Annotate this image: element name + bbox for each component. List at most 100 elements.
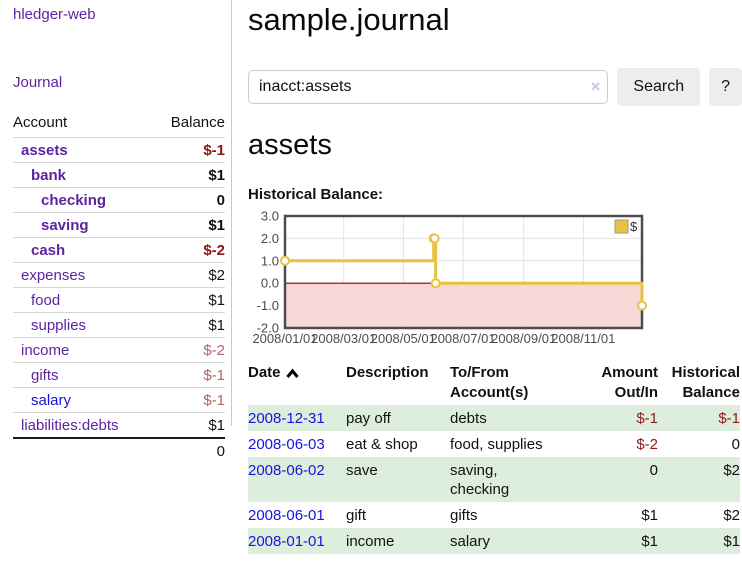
register-row: 2008-06-01 gift gifts $1 $2 xyxy=(248,502,740,528)
sidebar-account-link[interactable]: gifts xyxy=(31,366,59,384)
account-balance: $-2 xyxy=(203,341,225,359)
sidebar-account-link[interactable]: assets xyxy=(21,141,68,159)
account-balance: $1 xyxy=(208,291,225,309)
sidebar-account-link[interactable]: income xyxy=(21,341,70,359)
account-row: income $-2 xyxy=(13,337,225,363)
account-row: bank $1 xyxy=(13,162,225,188)
svg-text:-2.0: -2.0 xyxy=(257,321,279,336)
transaction-description: pay off xyxy=(346,409,391,427)
sidebar-account-link[interactable]: food xyxy=(31,291,61,309)
brand-link[interactable]: hledger-web xyxy=(13,6,96,23)
register-header-date[interactable]: Date xyxy=(248,361,346,405)
transaction-description: income xyxy=(346,532,395,550)
account-row: liabilities:debts $1 xyxy=(13,412,225,439)
transaction-accounts: debts xyxy=(450,409,487,427)
account-balance: $-1 xyxy=(203,141,225,159)
search-input[interactable] xyxy=(248,70,609,104)
help-button[interactable]: ? xyxy=(709,68,742,106)
sidebar-account-link[interactable]: liabilities:debts xyxy=(21,416,119,434)
account-balance: $-2 xyxy=(203,241,225,259)
account-row: food $1 xyxy=(13,287,225,313)
sidebar-account-link[interactable]: bank xyxy=(31,166,67,184)
register-row: 2008-06-02 save saving, checking 0 $2 xyxy=(248,457,740,502)
historical-balance-chart-svg: $3.0 2.0 1.0 0.0 -1.0 -2.02008/01/012008/03/0… xyxy=(252,211,647,346)
accounts-table: Account Balance assets $-1 bank $1 checking 0… xyxy=(13,112,225,464)
transaction-date-link[interactable]: 2008-06-02 xyxy=(248,461,325,479)
register-table: Date Description To/From Account(s) Amou… xyxy=(248,361,740,554)
transaction-balance: 0 xyxy=(731,435,740,453)
transaction-amount: 0 xyxy=(649,461,658,479)
svg-text:$: $ xyxy=(630,219,638,234)
sidebar-account-link[interactable]: checking xyxy=(41,191,107,209)
account-balance: $1 xyxy=(208,416,225,434)
clear-search-icon[interactable]: × xyxy=(590,77,601,96)
svg-text:1.0: 1.0 xyxy=(261,253,279,268)
transaction-accounts: food, supplies xyxy=(450,435,543,453)
transaction-amount: $1 xyxy=(641,532,658,550)
accounts-header-account: Account xyxy=(13,114,68,131)
search-button[interactable]: Search xyxy=(617,68,701,106)
brand: hledger-web xyxy=(13,6,224,23)
search-bar: × Search ? xyxy=(248,68,742,106)
transaction-amount: $1 xyxy=(641,506,658,524)
transaction-description: gift xyxy=(346,506,367,524)
register-row: 2008-06-03 eat & shop food, supplies $-2 0 xyxy=(248,431,740,457)
account-balance: $1 xyxy=(208,316,225,334)
sidebar-account-link[interactable]: expenses xyxy=(21,266,86,284)
transaction-balance: $-1 xyxy=(718,409,740,427)
accounts-header-balance: Balance xyxy=(170,114,225,131)
register-header-date-label: Date xyxy=(248,364,281,381)
sidebar-account-link[interactable]: salary xyxy=(31,391,72,409)
account-row: expenses $2 xyxy=(13,262,225,288)
accounts-total-row: 0 xyxy=(13,437,225,464)
account-row: assets $-1 xyxy=(13,137,225,163)
account-row: salary $-1 xyxy=(13,387,225,413)
account-balance: $1 xyxy=(208,216,225,234)
account-balance: 0 xyxy=(216,191,225,209)
sidebar-account-link[interactable]: cash xyxy=(31,241,66,259)
svg-text:3.0: 3.0 xyxy=(261,211,279,224)
sidebar-item-journal[interactable]: Journal xyxy=(13,74,63,91)
register-header-balance: Historical Balance xyxy=(671,364,740,401)
transaction-description: save xyxy=(346,461,378,479)
account-row: saving $1 xyxy=(13,212,225,238)
account-balance: $2 xyxy=(208,266,225,284)
register-table-body: 2008-12-31 pay off debts $-1 $-1 2008-06-03 ea… xyxy=(248,405,740,554)
transaction-date-link[interactable]: 2008-01-01 xyxy=(248,532,325,550)
sidebar: hledger-web Journal Account Balance asse… xyxy=(0,0,232,464)
register-header-accounts: To/From Account(s) xyxy=(450,364,529,401)
account-row: cash $-2 xyxy=(13,237,225,263)
accounts-total-value: 0 xyxy=(153,437,225,464)
nav: Journal xyxy=(13,74,224,91)
svg-text:-1.0: -1.0 xyxy=(257,298,279,313)
page-title: sample.journal xyxy=(248,2,450,37)
svg-text:2008/07/01: 2008/07/01 xyxy=(430,331,495,346)
accounts-total-spacer xyxy=(13,437,154,464)
svg-text:0.0: 0.0 xyxy=(261,276,279,291)
register-row: 2008-12-31 pay off debts $-1 $-1 xyxy=(248,405,740,431)
account-row: gifts $-1 xyxy=(13,362,225,388)
sidebar-account-link[interactable]: supplies xyxy=(31,316,87,334)
transaction-accounts: salary xyxy=(450,532,491,550)
register-header-description: Description xyxy=(346,364,429,381)
svg-text:2.0: 2.0 xyxy=(261,231,279,246)
sidebar-account-link[interactable]: saving xyxy=(41,216,89,234)
account-row: checking 0 xyxy=(13,187,225,213)
transaction-date-link[interactable]: 2008-06-01 xyxy=(248,506,325,524)
register-header-amount: Amount Out/In xyxy=(601,364,658,401)
transaction-date-link[interactable]: 2008-12-31 xyxy=(248,409,325,427)
account-heading: assets xyxy=(248,129,332,161)
svg-text:2008/03/01: 2008/03/01 xyxy=(311,331,376,346)
svg-text:2008/01/01: 2008/01/01 xyxy=(252,331,317,346)
main-content: sample.journal × Search ? assets Histori… xyxy=(232,0,742,554)
transaction-date-link[interactable]: 2008-06-03 xyxy=(248,435,325,453)
transaction-accounts: gifts xyxy=(450,506,478,524)
svg-text:2008/11/01: 2008/11/01 xyxy=(551,331,615,346)
app: hledger-web Journal Account Balance asse… xyxy=(0,0,742,554)
transaction-amount: $-1 xyxy=(636,409,658,427)
transaction-accounts: saving, checking xyxy=(450,461,510,498)
transaction-balance: $2 xyxy=(723,506,740,524)
search-input-wrap: × xyxy=(248,70,609,104)
register-row: 2008-01-01 income salary $1 $1 xyxy=(248,528,740,554)
transaction-balance: $1 xyxy=(723,532,740,550)
